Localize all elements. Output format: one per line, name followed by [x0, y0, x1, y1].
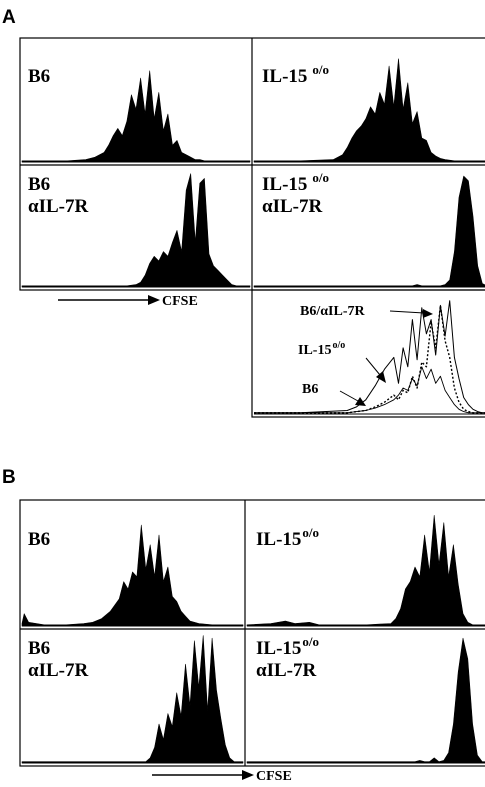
a3-title: B6 — [28, 174, 50, 195]
a2-title-sup: o/o — [312, 62, 329, 77]
ann-il15-label: IL-15o/o — [298, 340, 345, 358]
a2-title: IL-15 o/o — [262, 62, 329, 87]
a-overlay-annotations: B6/αIL-7R IL-15o/o B6 — [298, 304, 433, 406]
a2-series-0 — [253, 58, 485, 163]
a5-series-0 — [254, 300, 485, 414]
b4-title-sup: o/o — [302, 634, 319, 649]
panel-a-frames — [19, 37, 485, 418]
ann-b6-arrow-head — [355, 397, 366, 406]
ann-il15-sup: o/o — [332, 340, 345, 351]
a4-title-main: IL-15 — [262, 174, 307, 195]
b1-series-0 — [21, 524, 244, 627]
a-cfse-label: CFSE — [162, 294, 198, 309]
ann-b6-label: B6 — [302, 382, 318, 397]
a5-series-2 — [254, 366, 485, 414]
b1-title: B6 — [28, 529, 50, 550]
a-cfse-axis: CFSE — [58, 294, 198, 309]
b3-title: B6 — [28, 638, 50, 659]
a-frame-overlay — [251, 289, 485, 418]
b-cfse-label: CFSE — [256, 769, 292, 784]
b4-title: IL-15o/o — [256, 634, 319, 659]
a2-title-main: IL-15 — [262, 66, 307, 87]
b4-title-main: IL-15 — [256, 638, 301, 659]
b-cfse-axis: CFSE — [152, 769, 292, 784]
a4-series-0 — [253, 175, 485, 288]
b2-title-main: IL-15 — [256, 529, 301, 550]
a5-series-1 — [254, 304, 485, 414]
ann-il15-arrow-head — [376, 371, 386, 383]
b3-subtitle: αIL-7R — [28, 660, 88, 681]
ann-il15-main: IL-15 — [298, 343, 331, 358]
a1-title: B6 — [28, 66, 50, 87]
histogram-plots — [21, 58, 485, 764]
a4-title: IL-15 o/o — [262, 170, 329, 195]
ann-b6-il7r-label: B6/αIL-7R — [300, 304, 365, 319]
b4-subtitle: αIL-7R — [256, 660, 316, 681]
a-cfse-arrow-head — [148, 295, 160, 305]
a1-series-0 — [21, 70, 251, 163]
ann-b6-arrow-line — [339, 390, 359, 402]
b3-series-0 — [21, 635, 244, 764]
b-frame-outer — [19, 499, 485, 767]
ann-b6-il7r-arrow-line — [389, 310, 425, 314]
panel-letter-b: B — [2, 467, 16, 488]
a4-subtitle: αIL-7R — [262, 196, 322, 217]
a3-subtitle: αIL-7R — [28, 196, 88, 217]
panel-b-frames — [19, 499, 485, 767]
a3-series-0 — [21, 173, 251, 288]
ann-il15-arrow-line — [365, 357, 381, 376]
b-cfse-arrow-head — [242, 770, 254, 780]
b4-series-0 — [246, 637, 485, 764]
panel-letter-a: A — [2, 7, 16, 28]
b2-series-0 — [246, 514, 485, 627]
b2-title-sup: o/o — [302, 525, 319, 540]
a4-title-sup: o/o — [312, 170, 329, 185]
ann-b6-il7r-arrow-head — [423, 309, 433, 318]
b2-title: IL-15o/o — [256, 525, 319, 550]
